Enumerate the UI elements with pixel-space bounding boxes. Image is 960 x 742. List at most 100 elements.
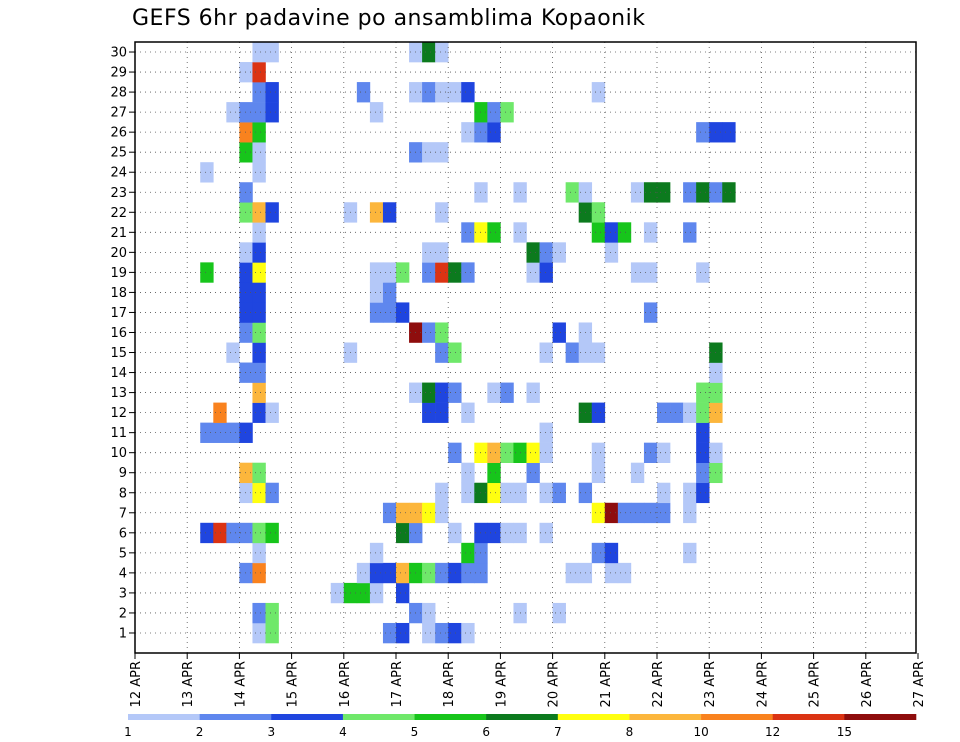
precip-cell [591, 462, 606, 484]
precip-cell [696, 422, 710, 443]
colorbar-segment [486, 714, 559, 720]
precip-cell [657, 442, 671, 463]
precip-cell [252, 542, 266, 564]
precip-cell [487, 122, 501, 143]
precip-cell [356, 582, 371, 604]
precip-cell [526, 382, 540, 403]
precip-cell [565, 342, 579, 363]
precip-cell [539, 262, 553, 283]
y-tick-label: 27 [110, 106, 127, 121]
x-tick-label: 13 APR [181, 661, 196, 707]
precip-cell [526, 442, 540, 463]
precip-cell [448, 262, 462, 283]
precip-cell [252, 462, 266, 484]
x-tick-label: 17 APR [390, 661, 405, 707]
precip-cell [487, 382, 501, 403]
y-tick-label: 25 [110, 146, 127, 161]
precip-cell [252, 402, 266, 423]
precip-cell [604, 562, 619, 584]
precip-cell [683, 542, 697, 564]
precip-cell [265, 202, 279, 223]
precip-cell [500, 102, 514, 123]
y-tick-label: 12 [110, 406, 127, 421]
colorbar-segment [199, 714, 272, 720]
precip-cell [239, 182, 253, 203]
precip-cell [696, 122, 710, 143]
colorbar-label: 12 [765, 725, 780, 739]
precip-cell [252, 242, 266, 263]
x-tick-label: 16 APR [338, 661, 353, 707]
colorbar-segment [271, 714, 344, 720]
colorbar-label: 15 [837, 725, 852, 739]
y-tick-label: 7 [119, 506, 127, 521]
precip-cell [500, 442, 514, 463]
precip-cell [461, 462, 475, 484]
precip-cell [435, 562, 449, 584]
precip-cell [252, 162, 266, 183]
precip-cell [239, 482, 253, 504]
precip-cell [696, 382, 710, 403]
precip-cell [252, 322, 266, 343]
colorbar-segment [414, 714, 487, 720]
precip-cell [252, 202, 266, 223]
x-tick-label: 21 APR [599, 661, 614, 707]
y-tick-label: 4 [119, 566, 127, 581]
precip-cell [252, 382, 266, 403]
precip-cell [448, 622, 462, 644]
precip-cell [239, 422, 253, 443]
precip-cell [617, 562, 632, 584]
precip-cell [252, 562, 266, 584]
precip-cell [526, 462, 540, 484]
precip-cell [435, 42, 449, 63]
precip-cell [239, 522, 253, 544]
grid-lines [135, 42, 916, 653]
precip-cell [239, 362, 253, 383]
precip-cell [657, 402, 671, 423]
y-tick-label: 26 [110, 126, 127, 141]
precip-cell [604, 502, 619, 524]
precip-cell [252, 42, 266, 63]
precip-cell [382, 502, 397, 524]
colorbar-label: 6 [482, 725, 490, 739]
precip-cell [330, 582, 345, 604]
colorbar-segment [772, 714, 845, 720]
precip-cell [435, 322, 449, 343]
precip-cell [461, 82, 475, 103]
precip-cell [369, 282, 384, 303]
x-tick-label: 15 APR [286, 661, 301, 707]
precip-cell [487, 222, 501, 243]
precip-cell [239, 562, 253, 584]
precip-cell [369, 202, 384, 223]
precip-cell [448, 342, 462, 363]
y-tick-label: 30 [110, 46, 127, 61]
precip-cell [396, 622, 410, 644]
precip-cell [252, 522, 266, 544]
colorbar-segment [557, 714, 630, 720]
precip-cell [422, 142, 436, 163]
precip-cell [500, 382, 514, 403]
precip-cell [252, 602, 266, 624]
precip-cell [696, 462, 710, 484]
colorbar: 1 2 3 4 5 6 7 8 10 12 15 [124, 714, 917, 739]
precip-cell [539, 242, 553, 263]
precip-cell [422, 322, 436, 343]
precip-cell [422, 562, 436, 584]
y-tick-label: 17 [110, 306, 127, 321]
precip-cell [487, 102, 501, 123]
precip-cell [435, 502, 449, 524]
precip-cell [200, 522, 214, 544]
precip-cell [252, 222, 266, 243]
y-tick-label: 8 [119, 486, 127, 501]
precip-cell [252, 302, 266, 323]
x-tick-label: 20 APR [547, 661, 562, 707]
precip-cell [657, 182, 671, 203]
x-tick-label: 18 APR [442, 661, 457, 707]
precip-cell [565, 182, 579, 203]
precip-cell [696, 402, 710, 423]
x-tick-label: 14 APR [233, 661, 248, 707]
precip-cell [448, 442, 462, 463]
x-tick-label: 23 APR [703, 661, 718, 707]
precip-cell [604, 242, 619, 263]
precip-cell [252, 102, 266, 123]
